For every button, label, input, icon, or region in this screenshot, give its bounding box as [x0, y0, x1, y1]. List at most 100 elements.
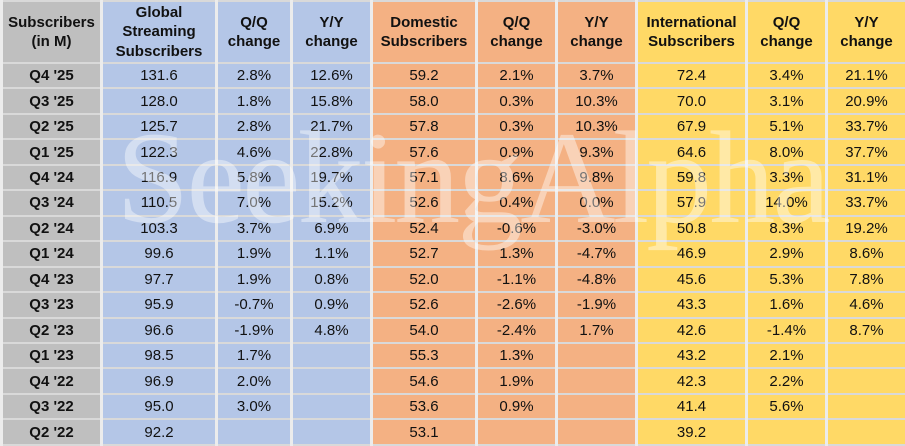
row-label: Q4 '23: [0, 265, 103, 294]
table-cell: 43.2: [635, 341, 748, 370]
table-cell: [825, 367, 905, 395]
table-cell: [825, 392, 905, 421]
column-header: Y/Y change: [825, 0, 905, 64]
table-cell: [475, 418, 558, 446]
table-cell: 3.1%: [745, 87, 828, 115]
table-cell: [290, 418, 373, 446]
row-label: Q2 '25: [0, 112, 103, 141]
corner-header: Subscribers (in M): [0, 0, 103, 64]
table-row: Q4 '23 97.7 1.9% 0.8% 52.0 -1.1% -4.8% 45.6 5.3%…: [0, 265, 905, 294]
table-cell: 19.7%: [290, 163, 373, 192]
table-cell: 8.3%: [745, 214, 828, 243]
table-cell: 45.6: [635, 265, 748, 294]
table-cell: 3.0%: [215, 392, 293, 421]
table-cell: 9.3%: [555, 138, 638, 166]
table-cell: 54.6: [370, 367, 478, 395]
table-cell: 3.3%: [745, 163, 828, 192]
table-cell: 33.7%: [825, 112, 905, 141]
table-cell: [825, 418, 905, 446]
table-cell: 52.7: [370, 240, 478, 268]
table-cell: 21.1%: [825, 61, 905, 90]
table-cell: 131.6: [100, 61, 218, 90]
table-cell: 50.8: [635, 214, 748, 243]
table-cell: 57.9: [635, 189, 748, 217]
table-row: Q4 '22 96.9 2.0% 54.6 1.9% 42.3 2.2%: [0, 367, 905, 395]
table-cell: 2.2%: [745, 367, 828, 395]
table-cell: 116.9: [100, 163, 218, 192]
table-cell: 2.1%: [745, 341, 828, 370]
table-cell: -2.4%: [475, 316, 558, 345]
table-cell: [290, 392, 373, 421]
row-label: Q4 '22: [0, 367, 103, 395]
row-label: Q2 '22: [0, 418, 103, 446]
column-header: Q/Q change: [475, 0, 558, 64]
row-label: Q1 '25: [0, 138, 103, 166]
table-cell: 4.8%: [290, 316, 373, 345]
table-cell: 1.1%: [290, 240, 373, 268]
table-cell: 96.6: [100, 316, 218, 345]
column-header: Y/Y change: [290, 0, 373, 64]
table-cell: 39.2: [635, 418, 748, 446]
table-cell: 7.0%: [215, 189, 293, 217]
table-cell: 4.6%: [215, 138, 293, 166]
table-cell: 33.7%: [825, 189, 905, 217]
row-label: Q3 '24: [0, 189, 103, 217]
table-cell: -4.8%: [555, 265, 638, 294]
table-cell: 2.8%: [215, 112, 293, 141]
table-cell: 0.9%: [475, 138, 558, 166]
table-cell: 55.3: [370, 341, 478, 370]
table-cell: 1.3%: [475, 240, 558, 268]
table-body: Q4 '25 131.6 2.8% 12.6% 59.2 2.1% 3.7% 72.4 3.4%…: [0, 61, 905, 446]
table-cell: 2.0%: [215, 367, 293, 395]
table-cell: -1.4%: [745, 316, 828, 345]
row-label: Q3 '25: [0, 87, 103, 115]
table-cell: 3.7%: [215, 214, 293, 243]
table-cell: 97.7: [100, 265, 218, 294]
table-cell: 8.7%: [825, 316, 905, 345]
table-cell: 10.3%: [555, 87, 638, 115]
table-cell: 98.5: [100, 341, 218, 370]
row-label: Q2 '23: [0, 316, 103, 345]
table-cell: -2.6%: [475, 291, 558, 319]
table-cell: [215, 418, 293, 446]
table-cell: 58.0: [370, 87, 478, 115]
table-row: Q2 '23 96.6 -1.9% 4.8% 54.0 -2.4% 1.7% 42.6 -1.4…: [0, 316, 905, 345]
table-cell: -4.7%: [555, 240, 638, 268]
table-row: Q2 '24 103.3 3.7% 6.9% 52.4 -0.6% -3.0% 50.8 8.3…: [0, 214, 905, 243]
column-header: International Subscribers: [635, 0, 748, 64]
row-label: Q1 '23: [0, 341, 103, 370]
table-row: Q4 '24 116.9 5.8% 19.7% 57.1 8.6% 9.8% 59.8 3.3%…: [0, 163, 905, 192]
table-cell: 20.9%: [825, 87, 905, 115]
table-cell: 110.5: [100, 189, 218, 217]
row-label: Q1 '24: [0, 240, 103, 268]
table-cell: 15.2%: [290, 189, 373, 217]
table-row: Q3 '22 95.0 3.0% 53.6 0.9% 41.4 5.6%: [0, 392, 905, 421]
table-cell: 95.0: [100, 392, 218, 421]
table-cell: 31.1%: [825, 163, 905, 192]
header-row: Subscribers (in M) Global Streaming Subsc…: [0, 0, 905, 64]
table-cell: 70.0: [635, 87, 748, 115]
table-cell: [555, 367, 638, 395]
table-cell: 7.8%: [825, 265, 905, 294]
table-cell: 52.0: [370, 265, 478, 294]
table-cell: 0.8%: [290, 265, 373, 294]
row-label: Q4 '24: [0, 163, 103, 192]
table-cell: 1.9%: [215, 265, 293, 294]
table-cell: 41.4: [635, 392, 748, 421]
table-cell: 21.7%: [290, 112, 373, 141]
table-row: Q3 '23 95.9 -0.7% 0.9% 52.6 -2.6% -1.9% 43.3 1.6…: [0, 291, 905, 319]
table-row: Q1 '24 99.6 1.9% 1.1% 52.7 1.3% -4.7% 46.9 2.9% 8…: [0, 240, 905, 268]
column-header: Y/Y change: [555, 0, 638, 64]
table-cell: [290, 341, 373, 370]
table-header: Subscribers (in M) Global Streaming Subsc…: [0, 0, 905, 64]
table-cell: 8.6%: [475, 163, 558, 192]
table-cell: 2.9%: [745, 240, 828, 268]
table-cell: 5.1%: [745, 112, 828, 141]
table-cell: 53.1: [370, 418, 478, 446]
table-cell: [825, 341, 905, 370]
table-cell: -0.6%: [475, 214, 558, 243]
table-cell: -1.1%: [475, 265, 558, 294]
table-cell: 103.3: [100, 214, 218, 243]
